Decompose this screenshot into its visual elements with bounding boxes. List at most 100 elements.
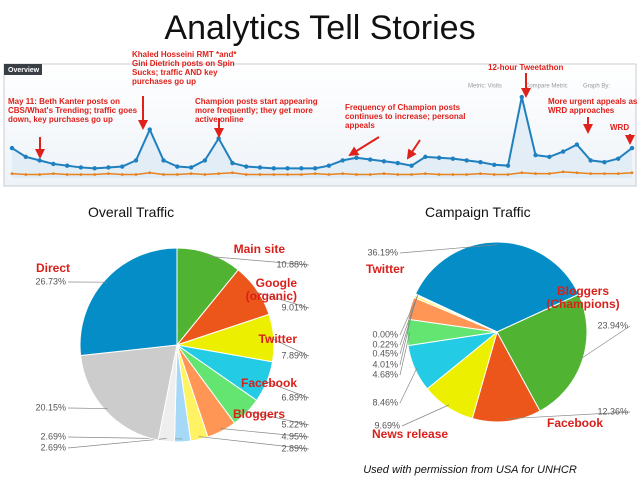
point	[299, 166, 304, 171]
point	[533, 152, 538, 158]
series-line	[11, 96, 633, 170]
point	[520, 171, 524, 175]
point	[133, 158, 139, 163]
point	[230, 160, 235, 166]
point	[616, 172, 620, 176]
point	[327, 173, 331, 176]
leader-line	[244, 410, 310, 426]
point	[93, 173, 97, 176]
point	[505, 163, 511, 168]
point	[106, 165, 111, 170]
value-label: 4.01%	[372, 359, 398, 369]
point	[588, 158, 593, 163]
control: Metric: Visits	[468, 84, 502, 90]
category-label: Facebook	[546, 416, 603, 430]
point	[92, 166, 97, 171]
point	[203, 173, 207, 176]
annotation: Frequency of Champion posts continues to…	[345, 103, 466, 130]
point	[560, 149, 566, 154]
leader-line	[67, 407, 108, 409]
leader-line	[208, 256, 310, 266]
point	[79, 173, 83, 176]
arrow	[406, 139, 421, 160]
point	[9, 145, 15, 151]
area	[12, 97, 632, 178]
point	[272, 173, 276, 176]
point	[341, 172, 345, 176]
point	[64, 163, 70, 168]
category-label: Twitter	[258, 332, 297, 346]
credit: Used with permission from USA for UNHCR	[363, 464, 577, 476]
point	[217, 172, 221, 176]
category-label: News release	[372, 427, 449, 441]
value-label: 8.46%	[372, 397, 398, 407]
point	[575, 171, 579, 175]
point	[271, 166, 276, 171]
point	[616, 156, 621, 161]
point	[175, 164, 180, 169]
leader-line	[254, 291, 310, 309]
point	[244, 164, 249, 169]
annotation: More urgent appeals as WRD approaches	[548, 97, 638, 115]
point	[561, 170, 565, 174]
value-label: 2.69%	[40, 442, 66, 452]
tab-label: Overview	[8, 67, 40, 74]
value-label: 2.69%	[40, 431, 66, 441]
point	[120, 164, 125, 169]
slice	[471, 330, 541, 423]
point	[629, 145, 635, 151]
leader-line	[263, 380, 310, 399]
slide-title: Analytics Tell Stories	[164, 9, 475, 47]
value-label: 26.73%	[35, 276, 66, 286]
category-label: Main site	[233, 242, 285, 256]
point	[286, 173, 289, 176]
point	[312, 166, 318, 171]
leader-line	[220, 428, 310, 438]
leader-line	[506, 411, 631, 420]
series-line	[11, 171, 633, 176]
category-label: Facebook	[240, 376, 297, 390]
point	[24, 173, 28, 176]
point	[107, 172, 110, 176]
point	[299, 173, 303, 176]
value-label: 36.19%	[367, 247, 398, 257]
annotation: WRD	[610, 123, 630, 132]
point	[479, 172, 482, 176]
point	[409, 163, 414, 168]
value-label: 6.89%	[281, 392, 307, 402]
category-label: Google (organic)	[245, 276, 297, 303]
point	[603, 172, 606, 176]
point	[37, 158, 42, 163]
point	[547, 172, 551, 176]
annotation: 12-hour Tweetathon	[488, 63, 564, 72]
point	[450, 156, 456, 161]
point	[51, 172, 55, 176]
control: Compare Metric	[525, 84, 568, 90]
slice	[176, 247, 239, 347]
category-label: Twitter	[366, 262, 405, 276]
point	[630, 171, 634, 175]
point	[464, 158, 469, 163]
slice	[80, 344, 178, 441]
point	[231, 171, 234, 175]
slice	[496, 293, 588, 412]
point	[161, 158, 166, 163]
leader-line	[399, 332, 411, 376]
point	[574, 142, 580, 147]
value-label: 7.89%	[281, 350, 307, 360]
point	[65, 173, 69, 176]
leader-line	[270, 337, 310, 357]
tab	[4, 64, 42, 75]
point	[313, 172, 317, 176]
point	[547, 154, 552, 160]
point	[492, 173, 496, 176]
value-label: 12.36%	[597, 406, 628, 416]
value-label: 4.95%	[281, 431, 307, 441]
point	[23, 154, 28, 160]
point	[492, 162, 497, 167]
point	[437, 173, 441, 176]
leader-line	[579, 325, 631, 360]
point	[534, 172, 537, 176]
point	[368, 157, 373, 162]
